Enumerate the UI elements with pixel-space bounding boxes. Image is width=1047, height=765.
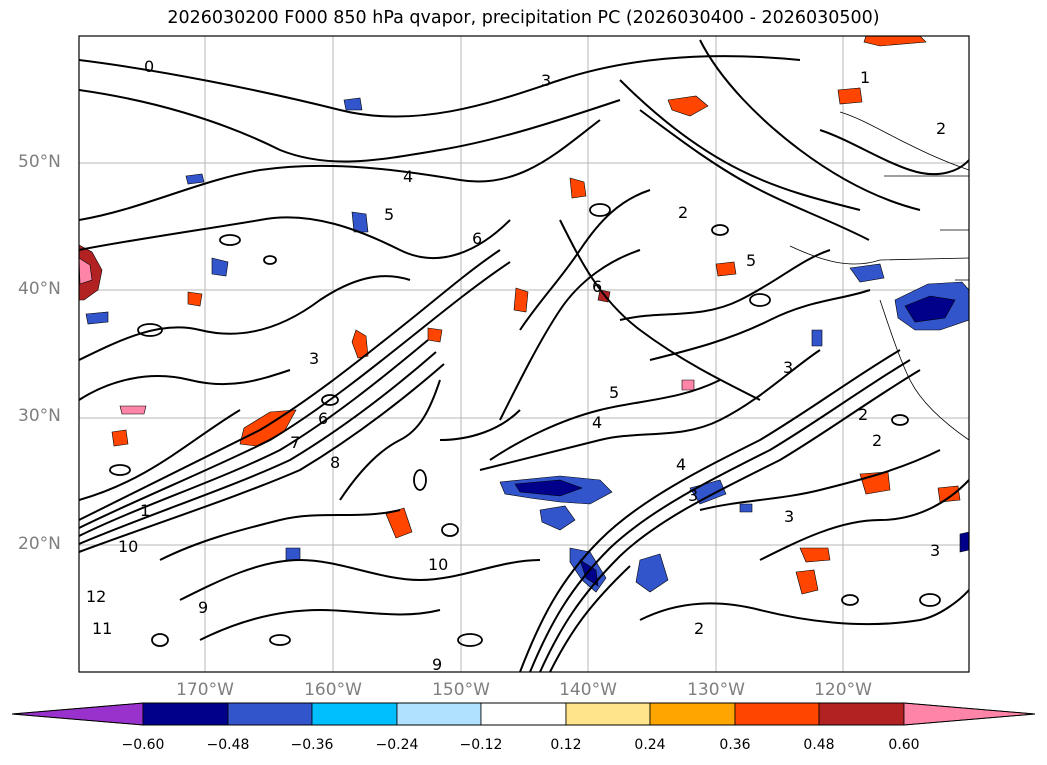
contour-label: 6 [592,277,602,296]
lat-label-20n: 20°N [18,534,61,554]
contour-label: 6 [472,229,482,248]
map-content: 3 1 2 4 5 6 0 3 2 6 5 4 3 1 12 11 10 9 8… [79,36,969,674]
contour-label: 3 [688,486,698,505]
lon-label-150w: 150°W [432,680,490,700]
contour-label: 5 [384,205,394,224]
colorbar-tick-label: 0.48 [803,737,835,753]
contour-label: 4 [403,167,413,186]
lat-label-40n: 40°N [18,279,61,299]
contour-label: 12 [86,587,106,606]
contour-label: 9 [432,655,442,674]
precip-shading [79,36,969,595]
contour-label: 9 [198,598,208,617]
qvapor-contours [79,39,969,672]
colorbar-extend-high [903,702,1036,726]
contour-label: 7 [290,433,300,452]
lon-label-130w: 130°W [687,680,745,700]
map-plot-area [79,36,969,672]
contour-label: 4 [592,413,602,432]
contour-label: 10 [118,537,138,556]
contour-label: 3 [541,71,551,90]
colorbar-tick-label: −0.12 [459,737,503,753]
lat-label-30n: 30°N [18,406,61,426]
contour-label: 2 [872,431,882,450]
colorbar-tick-label: −0.24 [375,737,419,753]
contour-label: 2 [678,203,688,222]
colorbar-tick-label: 0.24 [634,737,666,753]
contour-label: 5 [609,383,619,402]
contour-label: 8 [330,453,340,472]
contour-label: 10 [428,555,448,574]
contour-label: 3 [784,507,794,526]
contour-label: 0 [144,57,154,76]
colorbar-tick-label: −0.48 [206,737,250,753]
colorbar-tick-label: 0.36 [719,737,751,753]
contour-label: 3 [783,358,793,377]
lon-label-170w: 170°W [176,680,234,700]
lon-label-120w: 120°W [814,680,872,700]
contour-label: 2 [936,119,946,138]
colorbar-tick-label: 0.12 [550,737,582,753]
contour-blobs [109,203,941,647]
lon-label-160w: 160°W [304,680,362,700]
colorbar [11,702,1036,726]
contour-label: 4 [676,455,686,474]
map-frame [78,35,970,673]
colorbar-tick-label: −0.60 [121,737,165,753]
lon-label-140w: 140°W [559,680,617,700]
contour-labels: 3 1 2 4 5 6 0 3 2 6 5 4 3 1 12 11 10 9 8… [86,57,946,674]
coastlines [789,111,969,441]
contour-label: 1 [860,68,870,87]
map-title: 2026030200 F000 850 hPa qvapor, precipit… [167,8,880,28]
contour-label: 6 [318,409,328,428]
contour-label: 1 [140,501,150,520]
contour-label: 11 [92,619,112,638]
colorbar-extend-low [11,702,144,726]
contour-label: 2 [858,405,868,424]
contour-label: 3 [309,349,319,368]
contour-label: 2 [694,619,704,638]
colorbar-tick-label: 0.60 [888,737,920,753]
contour-label: 3 [930,541,940,560]
colorbar-tick-label: −0.36 [290,737,334,753]
contour-label: 5 [746,251,756,270]
lat-label-50n: 50°N [18,152,61,172]
